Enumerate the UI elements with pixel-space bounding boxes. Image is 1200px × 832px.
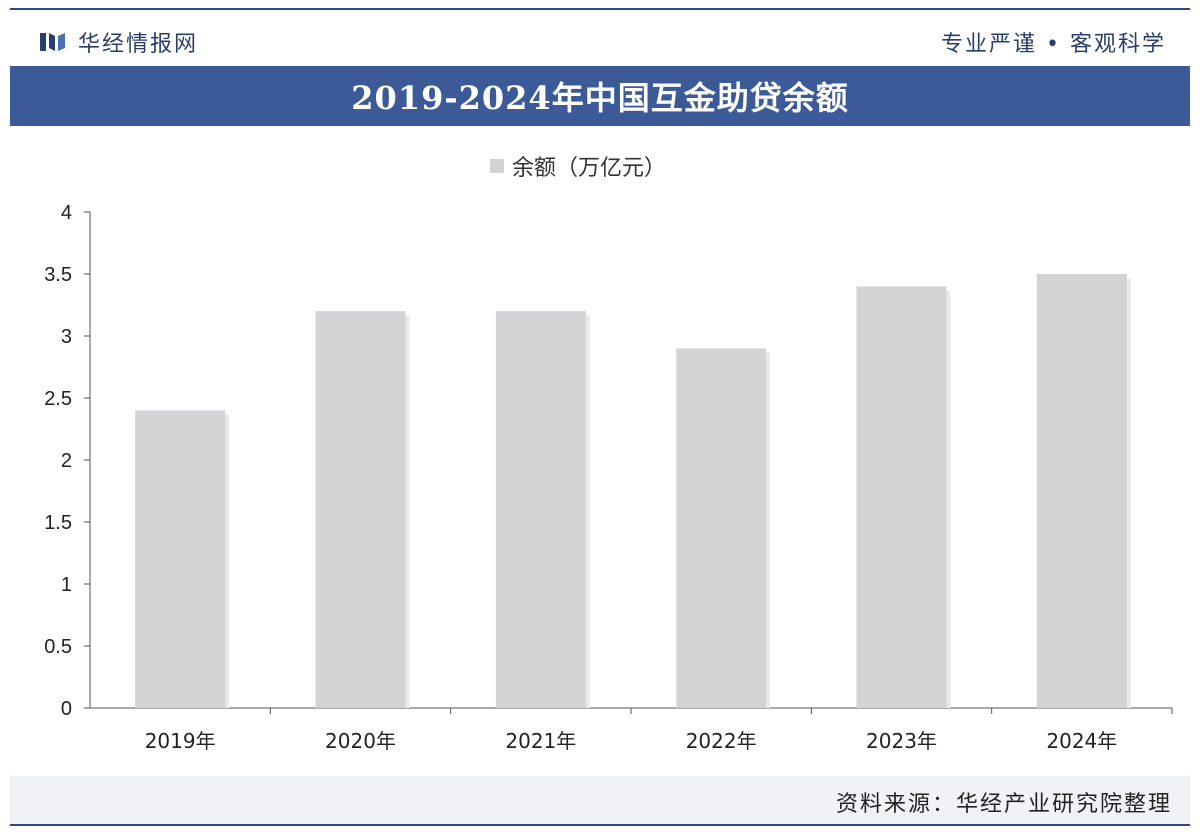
title-bar: 2019-2024年中国互金助贷余额: [10, 66, 1190, 126]
brand: 华经情报网: [38, 26, 198, 58]
y-tick-label: 2: [61, 450, 72, 472]
chart-title: 2019-2024年中国互金助贷余额: [351, 79, 849, 117]
slogan: 专业严谨 • 客观科学: [941, 32, 1166, 57]
bar-chart: 0 0.5 1 1.5 2 2.5 3 3.5 4 2019年 2020年 2021年 2022年 202…: [44, 202, 1173, 753]
bar: [856, 286, 947, 708]
brand-logo-icon: [40, 33, 65, 51]
bar: [1036, 274, 1127, 708]
brand-name: 华经情报网: [78, 32, 199, 57]
header: 华经情报网 专业严谨 • 客观科学: [10, 10, 1190, 66]
y-tick-label: 1: [61, 574, 72, 596]
x-tick-label: 2022年: [686, 729, 757, 753]
y-tick-label: 0: [61, 698, 72, 720]
legend: 余额（万亿元）: [490, 150, 666, 182]
footer: 资料来源：华经产业研究院整理: [10, 776, 1190, 824]
legend-label: 余额（万亿元）: [512, 156, 667, 181]
y-tick-label: 1.5: [44, 512, 72, 534]
legend-swatch: [490, 159, 504, 173]
y-tick-label: 3: [61, 326, 72, 348]
x-tick-label: 2021年: [505, 729, 576, 753]
bar: [135, 410, 226, 708]
bar: [315, 311, 406, 708]
y-tick-label: 2.5: [44, 388, 72, 410]
y-tick-label: 4: [61, 202, 72, 224]
bar: [676, 348, 767, 708]
x-tick-label: 2019年: [145, 729, 216, 753]
x-tick-label: 2020年: [325, 729, 396, 753]
bar: [495, 311, 586, 708]
y-tick-label: 3.5: [44, 264, 72, 286]
x-tick-label: 2024年: [1046, 729, 1117, 753]
x-tick-label: 2023年: [866, 729, 937, 753]
page-frame: [10, 8, 1190, 826]
y-tick-label: 0.5: [44, 636, 72, 658]
source-note: 资料来源：华经产业研究院整理: [835, 792, 1172, 817]
